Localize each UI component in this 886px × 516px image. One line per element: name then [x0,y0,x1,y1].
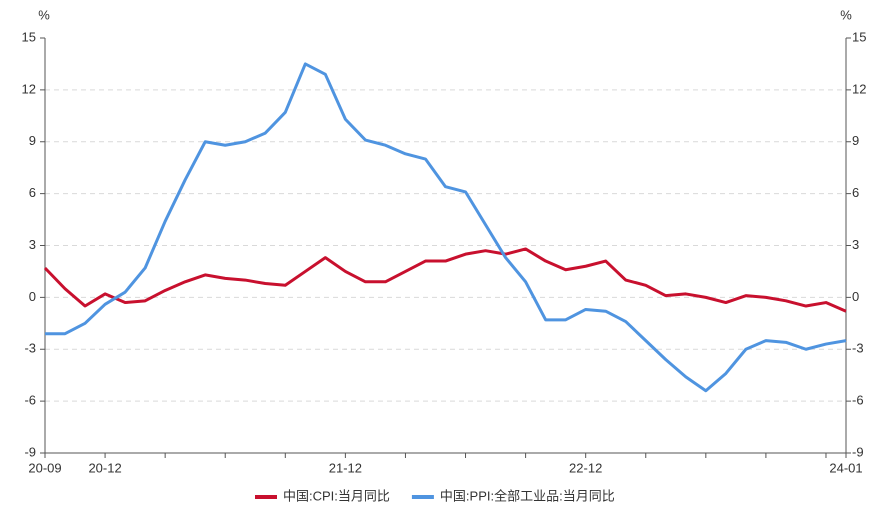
y2-tick-label: 3 [852,237,859,252]
x-tick-label: 24-01 [829,460,862,475]
y-tick-label: 6 [29,185,36,200]
x-tick-label: 22-12 [569,460,602,475]
y-tick-label: 9 [29,133,36,148]
legend-label: 中国:CPI:当月同比 [283,488,390,503]
legend-label: 中国:PPI:全部工业品:当月同比 [440,488,615,503]
series-line [43,247,847,313]
y-tick-label: 12 [22,81,36,96]
series-line [45,62,847,393]
y2-tick-label: 0 [852,289,859,304]
y2-axis-unit: % [840,7,852,22]
y2-tick-label: -6 [852,393,864,408]
y-tick-label: -6 [24,393,36,408]
y-tick-label: 15 [22,29,36,44]
y2-tick-label: 12 [852,81,866,96]
y2-tick-label: 15 [852,29,866,44]
y-tick-label: 3 [29,237,36,252]
y2-tick-label: -9 [852,444,864,459]
y-tick-label: 0 [29,289,36,304]
x-tick-label: 20-09 [28,460,61,475]
y2-tick-label: 6 [852,185,859,200]
y-axis-unit: % [38,7,50,22]
y2-tick-label: 9 [852,133,859,148]
x-tick-label: 20-12 [88,460,121,475]
y2-tick-label: -3 [852,341,864,356]
y-tick-label: -3 [24,341,36,356]
x-tick-label: 21-12 [329,460,362,475]
y-tick-label: -9 [24,444,36,459]
